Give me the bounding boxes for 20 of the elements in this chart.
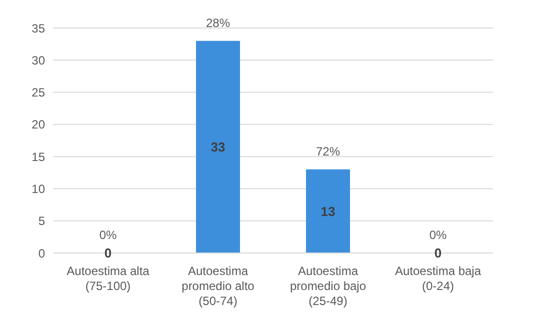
data-label: 13: [320, 204, 336, 219]
y-tick-label: 20: [32, 118, 46, 132]
y-tick-label: 5: [38, 214, 46, 228]
y-tick-label: 30: [32, 53, 46, 68]
y-tick-label: 10: [32, 182, 46, 196]
y-tick-label: 15: [32, 150, 46, 164]
y-tick-label: 0: [38, 246, 46, 260]
x-tick-label: Autoestima promedio bajo (25-49): [290, 264, 366, 308]
annotation: 0%: [99, 228, 117, 242]
annotation: 72%: [316, 144, 340, 158]
x-tick-label: Autoestima promedio alto (50-74): [182, 264, 255, 308]
data-label: 33: [210, 140, 226, 155]
y-tick-label: 25: [32, 86, 46, 100]
y-tick-label: 35: [32, 21, 46, 36]
data-label: 0: [434, 246, 442, 261]
annotation: 0%: [429, 228, 447, 242]
x-tick-label: Autoestima alta (75-100): [66, 264, 150, 293]
annotation: 28%: [206, 16, 230, 30]
x-tick-label: Autoestima baja (0-24): [394, 264, 482, 293]
data-label: 0: [104, 246, 112, 261]
